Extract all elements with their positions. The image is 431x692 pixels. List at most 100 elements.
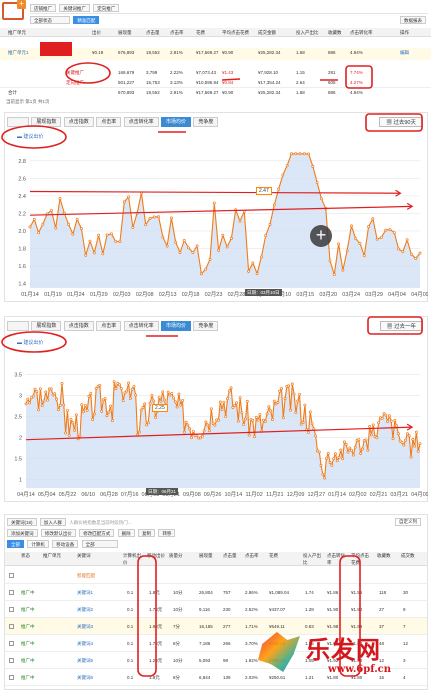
chart1-date-badge: 日期：03月10日 bbox=[245, 289, 282, 296]
filter-mobile[interactable]: 移动设备 bbox=[52, 540, 79, 548]
copy-button[interactable]: 复制 bbox=[138, 529, 156, 537]
cell-kw[interactable]: 关键词3 bbox=[77, 624, 94, 629]
annotation-box bbox=[345, 65, 373, 89]
x-tick-label: 04月14 bbox=[17, 491, 35, 498]
row-checkbox[interactable] bbox=[9, 641, 14, 646]
data-point bbox=[292, 392, 296, 396]
data-point bbox=[195, 244, 199, 248]
tab-market-price[interactable]: 市场均价 bbox=[161, 117, 192, 127]
match-filter[interactable]: 精准匹配 bbox=[73, 16, 100, 24]
table-row[interactable]: 推广中 关键词3 0.1 1.98元 7分 16,185 277 1.71% ¥549.11 0.… bbox=[5, 618, 427, 635]
data-point bbox=[278, 389, 282, 393]
col-clk: 点击量 bbox=[146, 30, 160, 35]
row-checkbox[interactable] bbox=[9, 573, 14, 578]
data-point bbox=[100, 409, 104, 413]
cell-kw[interactable]: 关键词1 bbox=[77, 590, 94, 595]
tab-competition[interactable]: 竞争度 bbox=[193, 321, 219, 331]
x-tick-label: 09月08 bbox=[183, 491, 201, 498]
data-point bbox=[348, 446, 352, 450]
tab-keywords[interactable]: 关键词(18) bbox=[7, 518, 37, 526]
delete-button[interactable]: 删除 bbox=[117, 529, 135, 537]
col-bid: 出价 bbox=[92, 30, 101, 35]
tab-cvr[interactable]: 点击转化率 bbox=[123, 321, 159, 331]
move-button[interactable]: 转移 bbox=[158, 529, 176, 537]
row-checkbox[interactable] bbox=[9, 675, 14, 680]
data-point bbox=[319, 197, 323, 201]
x-tick-label: 05月22 bbox=[59, 491, 77, 498]
modify-match-button[interactable]: 修改匹配方式 bbox=[79, 529, 115, 537]
data-point bbox=[204, 267, 208, 271]
cell-kw[interactable]: 关键词2 bbox=[77, 607, 94, 612]
row-checkbox[interactable] bbox=[9, 658, 14, 663]
edit-link[interactable]: 编辑 bbox=[400, 50, 409, 55]
tab-click-index[interactable]: 点击指数 bbox=[63, 117, 94, 127]
status-filter[interactable]: 全部状态 bbox=[30, 16, 70, 24]
cell-clk: 3,799 bbox=[146, 70, 158, 75]
tab-competition[interactable]: 竞争度 bbox=[193, 117, 219, 127]
cell-cpc: ¥0.90 bbox=[222, 90, 234, 95]
x-tick-label: 12月09 bbox=[287, 491, 305, 498]
tab-market-price[interactable]: 市场均价 bbox=[161, 321, 192, 331]
unit-name[interactable]: 推广单元1 bbox=[8, 50, 29, 55]
app-logo[interactable]: + bbox=[2, 0, 26, 20]
filter-select[interactable]: 全部 bbox=[81, 540, 118, 548]
tab-ctr[interactable]: 点击率 bbox=[96, 321, 122, 331]
row-checkbox[interactable] bbox=[9, 590, 14, 595]
tab-cvr[interactable]: 点击转化率 bbox=[123, 117, 159, 127]
tab-click-index[interactable]: 点击指数 bbox=[63, 321, 94, 331]
cell-kw[interactable]: 关键词4 bbox=[77, 641, 94, 646]
data-point bbox=[386, 420, 390, 423]
x-tick-label: 04月04 bbox=[388, 291, 406, 298]
chart2-svg: 3.5 3 2.5 2 1.5 1 04月14 05月04 05月22 06/10 06月28 07月… bbox=[14, 373, 428, 498]
x-tick-label: 03月10 bbox=[273, 291, 291, 298]
data-point bbox=[49, 209, 53, 212]
x-tick-label: 11月02 bbox=[245, 491, 262, 498]
filter-all[interactable]: 全部 bbox=[7, 540, 24, 548]
table-row[interactable]: 推广单元1 ¥0.19 676,893 19,552 2.81% ¥17,669… bbox=[0, 42, 431, 60]
data-point bbox=[177, 392, 181, 396]
data-point bbox=[416, 449, 420, 453]
zoom-plus-icon[interactable]: + bbox=[310, 225, 332, 247]
table-header: 状态 推广单元 关键词 计算机出价 移动出价 质量分 展现量 点击量 点击率 花… bbox=[5, 552, 427, 566]
cell-cost: ¥549.11 bbox=[269, 624, 285, 629]
filter-pc[interactable]: 计算机 bbox=[27, 540, 49, 548]
table-row[interactable]: 智能匹配 bbox=[5, 567, 427, 584]
data-point bbox=[418, 442, 422, 446]
cell-kw[interactable]: 关键词6 bbox=[77, 675, 94, 680]
tab-ctr[interactable]: 点击率 bbox=[96, 117, 122, 127]
table-row[interactable]: 推广中 关键词2 0.1 1.73元 10分 9,116 230 2.52% ¥437.07 1.… bbox=[5, 601, 427, 618]
cell-ctr: 2.86% bbox=[245, 590, 258, 595]
tab-shop-promo[interactable]: 店铺推广 bbox=[30, 4, 56, 12]
table-row[interactable]: 推广中 关键词6 0.1 1.8元 8分 6,844 139 2.03% ¥250.61 1.21… bbox=[5, 669, 427, 686]
y-tick-label: 1.8 bbox=[18, 247, 26, 253]
annotation-circle bbox=[65, 62, 111, 84]
tab-keyword-promo[interactable]: 关键词推广 bbox=[59, 4, 90, 12]
custom-columns-label: 自定义列 bbox=[399, 519, 417, 524]
cell-kw[interactable]: 关键词5 bbox=[77, 658, 94, 663]
cell-clk: 277 bbox=[223, 624, 231, 629]
tab-crowd[interactable]: 加入人群 bbox=[39, 518, 66, 526]
cell-cpc: ¥1.92 bbox=[351, 658, 363, 663]
summary-table: 推广单元 出价 展现量 点击量 点击率 花费 平均点击花费 成交金额 投入产出比… bbox=[0, 28, 431, 98]
tab-impression-index[interactable]: 展现指数 bbox=[31, 321, 62, 331]
add-keyword-button[interactable]: 添加关键词 bbox=[7, 529, 38, 537]
row-checkbox[interactable] bbox=[9, 624, 14, 629]
cell-roi: 2.64 bbox=[296, 80, 305, 85]
row-checkbox[interactable] bbox=[9, 607, 14, 612]
col-fav: 收藏数 bbox=[377, 553, 391, 558]
data-point bbox=[353, 445, 357, 449]
chart1-legend: ▬ 建议出价 bbox=[17, 134, 44, 140]
data-point bbox=[346, 450, 350, 454]
data-point bbox=[49, 387, 53, 391]
custom-columns-button[interactable]: 自定义列 bbox=[395, 518, 421, 526]
redacted-block bbox=[40, 42, 72, 56]
data-point bbox=[161, 235, 165, 239]
tab-target-promo[interactable]: 定向推广 bbox=[93, 4, 120, 12]
data-point bbox=[235, 401, 238, 405]
modify-bid-button[interactable]: 修改默认出价 bbox=[40, 529, 76, 537]
cell-kw[interactable]: 智能匹配 bbox=[77, 573, 95, 578]
report-button[interactable]: 数据报表 bbox=[400, 16, 426, 24]
table-row[interactable]: 推广中 关键词1 0.1 1.8元 10分 26,804 757 2.86% ¥1,089.04… bbox=[5, 584, 427, 601]
data-point bbox=[131, 226, 135, 229]
cell-fav: 886 bbox=[328, 50, 336, 55]
